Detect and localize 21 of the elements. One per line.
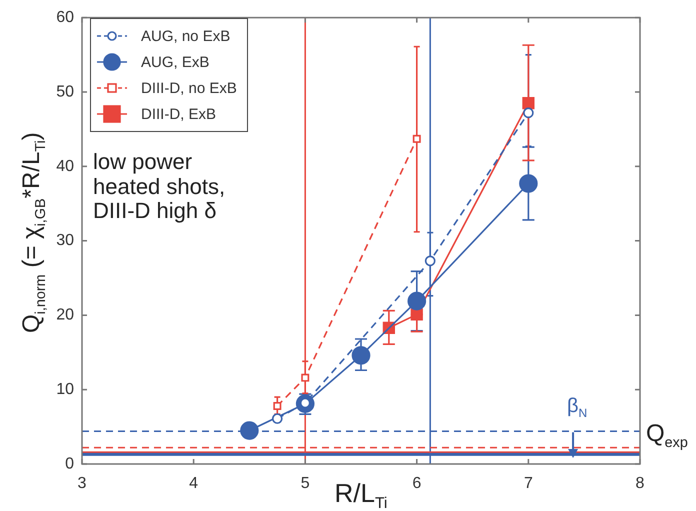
annotation: low power heated shots, DIII-D high δ: [93, 149, 226, 224]
legend-label: AUG, ExB: [141, 54, 210, 70]
legend-label: DIII-D, no ExB: [141, 80, 237, 96]
x-tick-label: 4: [189, 475, 198, 492]
y-tick-label: 10: [56, 381, 74, 398]
y-tick-label: 60: [56, 9, 74, 26]
y-tick-label: 20: [56, 306, 74, 324]
annotation: β$_{N}$: [567, 394, 588, 420]
legend-label: DIII-D, ExB: [141, 106, 216, 122]
x-tick-label: 8: [636, 475, 645, 492]
y-tick-label: 0: [65, 455, 74, 472]
x-axis-title: R/L$_{Ti}$: [334, 478, 388, 511]
ref-line-label: Q$_{exp}$: [646, 420, 688, 452]
legend-label: AUG, no ExB: [141, 28, 230, 44]
x-tick-label: 5: [300, 475, 310, 492]
x-tick-label: 6: [412, 475, 422, 492]
y-tick-label: 40: [56, 158, 74, 175]
x-tick-label: 7: [524, 475, 533, 492]
y-tick-label: 50: [56, 83, 74, 100]
x-tick-label: 3: [78, 475, 87, 492]
y-tick-label: 30: [56, 232, 74, 250]
